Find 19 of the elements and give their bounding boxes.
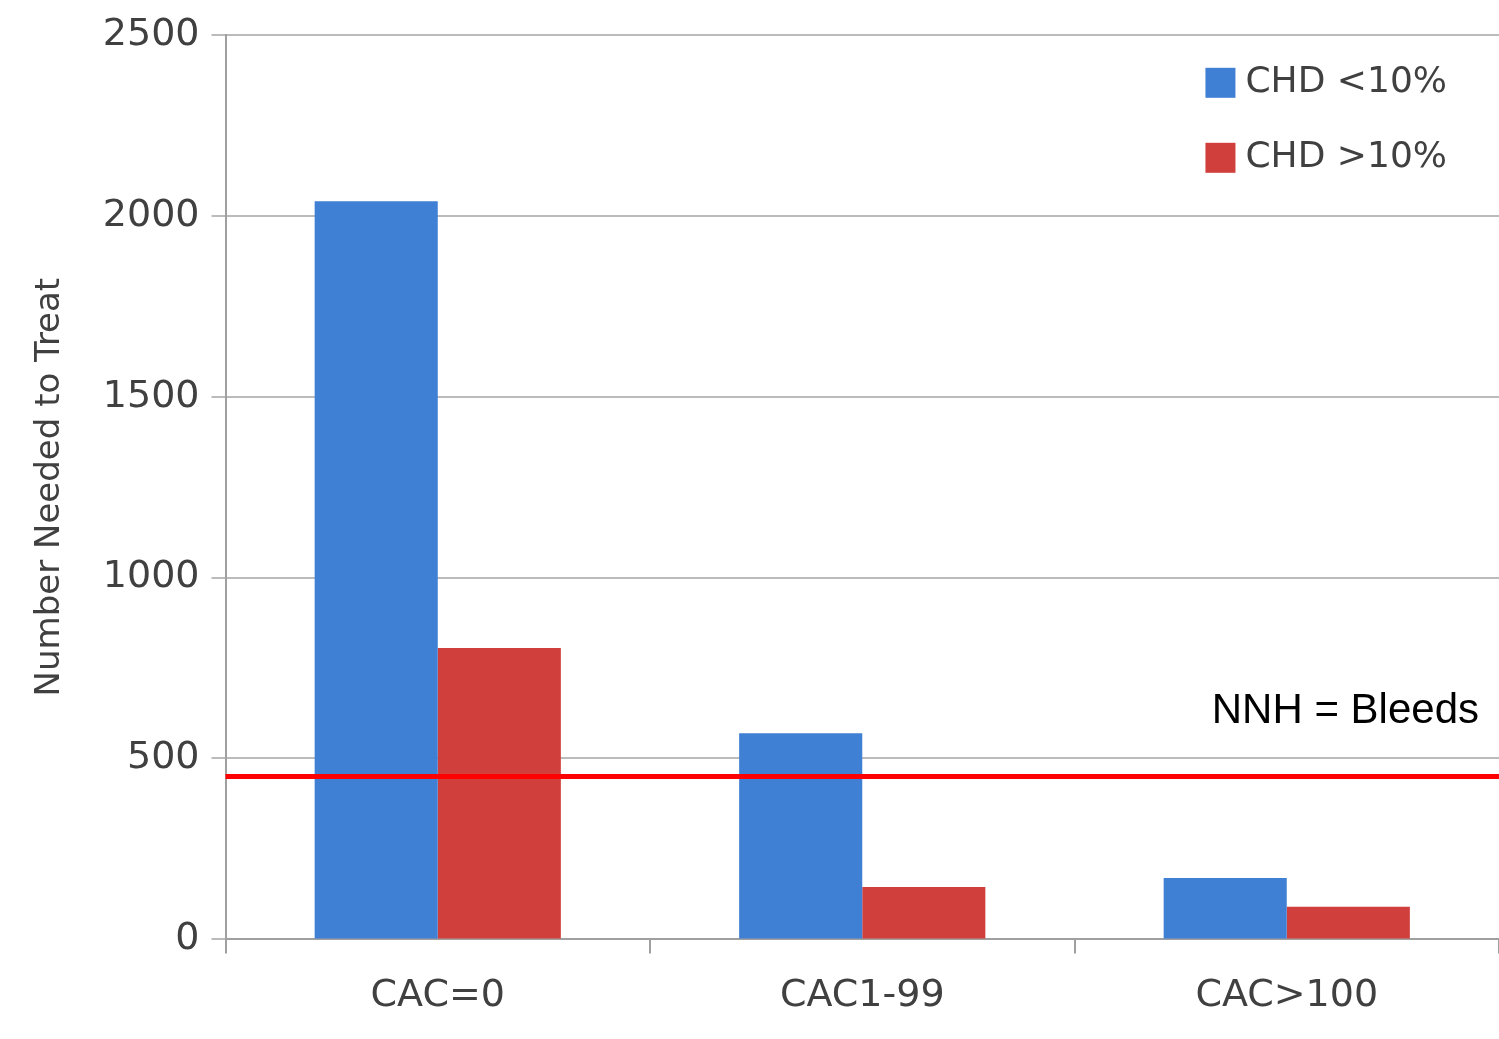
- legend-label: CHD <10%: [1245, 59, 1448, 101]
- bar: [1286, 906, 1410, 939]
- x-tick-label: CAC1-99: [779, 971, 945, 1016]
- bar: [314, 201, 438, 939]
- y-axis-title: Number Needed to Treat: [27, 277, 68, 697]
- bar: [1163, 877, 1287, 939]
- y-tick-label: 500: [126, 733, 200, 778]
- ref-line-label: NNH = Bleeds: [1211, 685, 1479, 733]
- x-tick-label: CAC>100: [1195, 971, 1379, 1016]
- bar: [862, 886, 986, 939]
- bar: [437, 648, 561, 939]
- y-tick-label: 1000: [102, 552, 200, 597]
- x-tick-label: CAC=0: [370, 971, 505, 1016]
- bar: [739, 733, 863, 939]
- y-tick-label: 2000: [102, 190, 200, 235]
- y-tick-label: 2500: [102, 9, 200, 54]
- y-tick-label: 1500: [102, 371, 200, 416]
- legend-label: CHD >10%: [1245, 134, 1448, 176]
- y-tick-label: 0: [175, 914, 200, 959]
